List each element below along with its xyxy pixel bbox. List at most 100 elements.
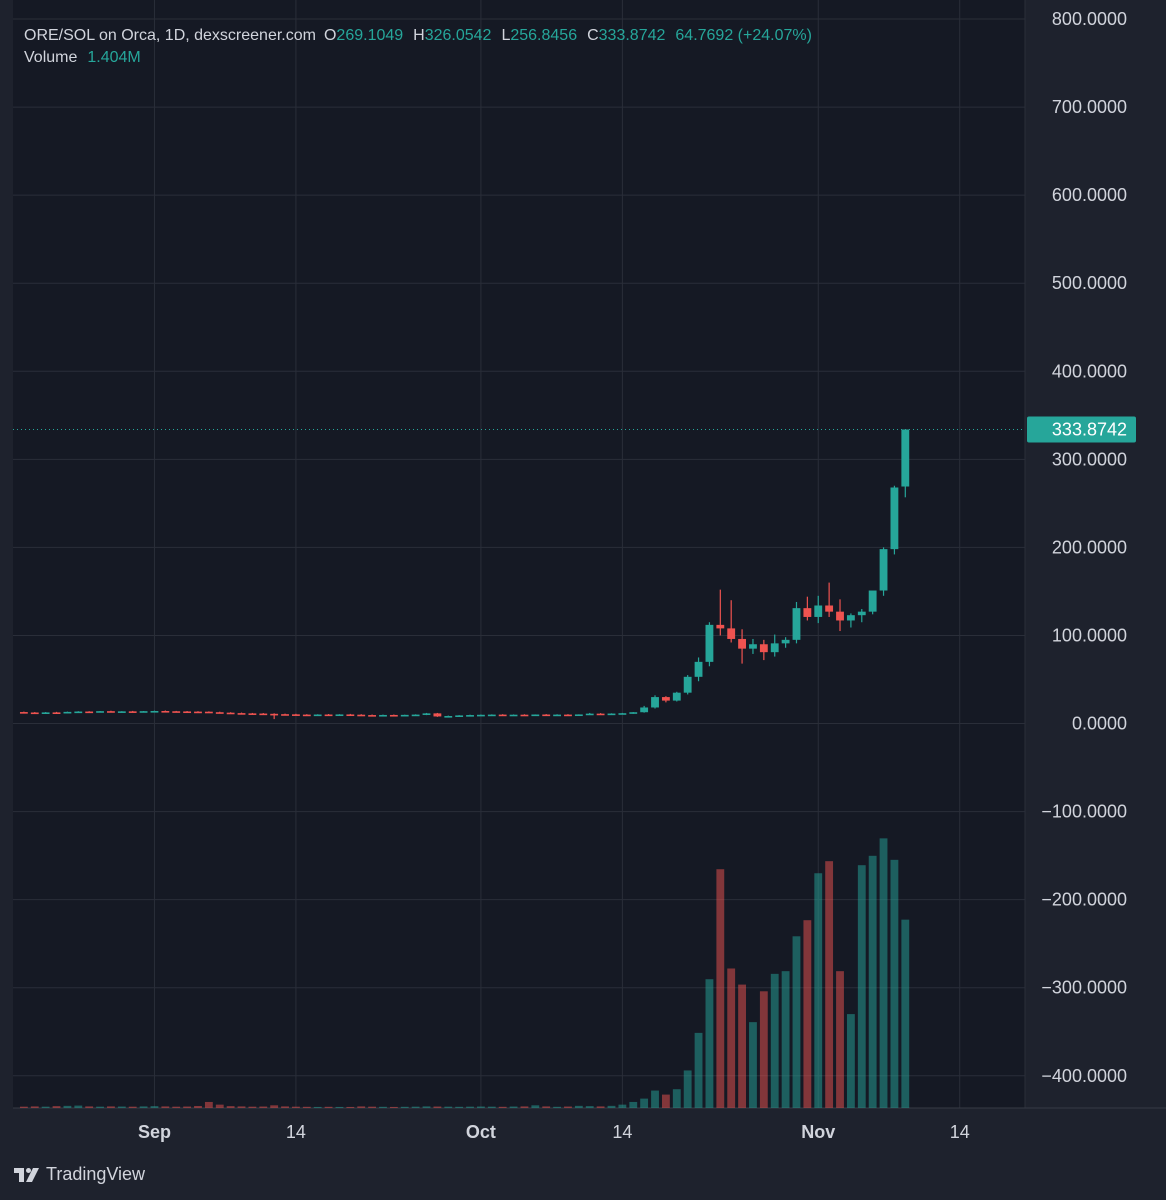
volume-bar [651, 1090, 659, 1108]
volume-bar [52, 1106, 61, 1108]
candle-body [139, 711, 148, 713]
volume-bar [204, 1101, 213, 1108]
candle-body [128, 711, 137, 713]
candle-body [814, 605, 823, 617]
volume-bar [618, 1104, 627, 1108]
candle-body [705, 624, 714, 662]
volume-bar [313, 1106, 322, 1108]
x-tick-label: Nov [801, 1122, 835, 1142]
plot-area [13, 0, 1025, 1108]
candle-body [846, 615, 855, 621]
volume-bar [281, 1106, 289, 1108]
candle-body [476, 714, 485, 717]
volume-bar [846, 1014, 855, 1108]
volume-bar [585, 1106, 594, 1108]
candle-body [172, 711, 181, 713]
y-tick-label: −200.0000 [1041, 890, 1127, 910]
candle-body [346, 714, 355, 717]
candle-body [716, 624, 725, 629]
candle-body [542, 714, 551, 717]
open-key: O [323, 27, 337, 44]
volume-bar [683, 1070, 692, 1108]
volume-bar [96, 1106, 104, 1108]
volume-bar [161, 1106, 170, 1108]
volume-bar [150, 1106, 159, 1108]
candle-body [531, 714, 540, 717]
candle-body [553, 714, 562, 717]
x-tick-label: 14 [286, 1122, 306, 1142]
candle-body [324, 714, 333, 717]
candle-body [248, 713, 257, 715]
candle-body [19, 712, 28, 714]
candle-body [694, 661, 703, 677]
y-tick-label: −400.0000 [1041, 1066, 1127, 1086]
y-tick-label: 700.0000 [1052, 97, 1127, 117]
candle-body [607, 713, 616, 716]
volume-bar [270, 1105, 279, 1108]
volume-bar [640, 1098, 649, 1108]
volume-bar [803, 920, 812, 1108]
time-axis[interactable]: Sep 14 Oct 14 Nov 14 [138, 1122, 970, 1142]
volume-bar [825, 861, 834, 1108]
candle-body [379, 714, 387, 717]
candle-body [487, 714, 496, 717]
candle-body [759, 644, 768, 653]
volume-bar [705, 979, 714, 1108]
volume-bar [411, 1106, 420, 1108]
volume-bar [661, 1094, 670, 1108]
candle-body [270, 713, 279, 716]
candle-body [596, 713, 605, 716]
volume-row: Volume 1.404M [24, 47, 822, 69]
candle-body [281, 714, 289, 716]
volume-bar [716, 869, 725, 1108]
y-tick-label: 300.0000 [1052, 449, 1127, 469]
volume-bar [117, 1106, 126, 1108]
candle-body [400, 714, 409, 717]
grid-lines [13, 0, 1166, 1109]
volume-bar [259, 1106, 268, 1108]
candle-body [194, 711, 202, 714]
candle-body [781, 639, 790, 644]
volume-bar [455, 1106, 464, 1108]
candle-body [792, 608, 801, 640]
candle-body [629, 712, 638, 714]
high-value: 326.0542 [424, 27, 492, 44]
candle-body [117, 711, 126, 713]
price-axis[interactable]: 800.0000 700.0000 600.0000 500.0000 400.0000… [1027, 9, 1136, 1086]
candle-body [433, 713, 442, 717]
candle-body [455, 715, 464, 717]
candle-body [585, 713, 594, 716]
candle-body [618, 713, 627, 715]
symbol-title[interactable]: ORE/SOL on Orca, 1D, dexscreener.com [24, 27, 316, 44]
candle-body [879, 549, 888, 591]
volume-bar [476, 1106, 485, 1108]
volume-label[interactable]: Volume [24, 49, 78, 66]
x-tick-label: Sep [138, 1122, 171, 1142]
candle-body [770, 643, 779, 653]
volume-bar [531, 1105, 540, 1108]
y-tick-label: 400.0000 [1052, 361, 1127, 381]
price-candles[interactable] [19, 429, 910, 720]
volume-bar [738, 984, 746, 1108]
y-tick-label: 600.0000 [1052, 185, 1127, 205]
candle-body [857, 611, 866, 616]
y-tick-label: 500.0000 [1052, 273, 1127, 293]
candle-body [52, 712, 61, 715]
candle-body [237, 713, 246, 715]
tradingview-brand[interactable]: TradingView [14, 1164, 145, 1185]
candle-body [183, 711, 192, 714]
candle-body [313, 714, 322, 717]
volume-bar [346, 1106, 355, 1108]
volume-bar [607, 1105, 616, 1108]
volume-bar [509, 1106, 518, 1108]
volume-value: 1.404M [87, 49, 141, 66]
volume-bar [63, 1105, 72, 1108]
candle-body [41, 712, 50, 715]
last-price-badge [1027, 416, 1136, 443]
volume-bar [672, 1089, 681, 1108]
volume-bar [792, 936, 801, 1108]
volume-bar [629, 1101, 638, 1108]
close-value: 333.8742 [598, 27, 666, 44]
